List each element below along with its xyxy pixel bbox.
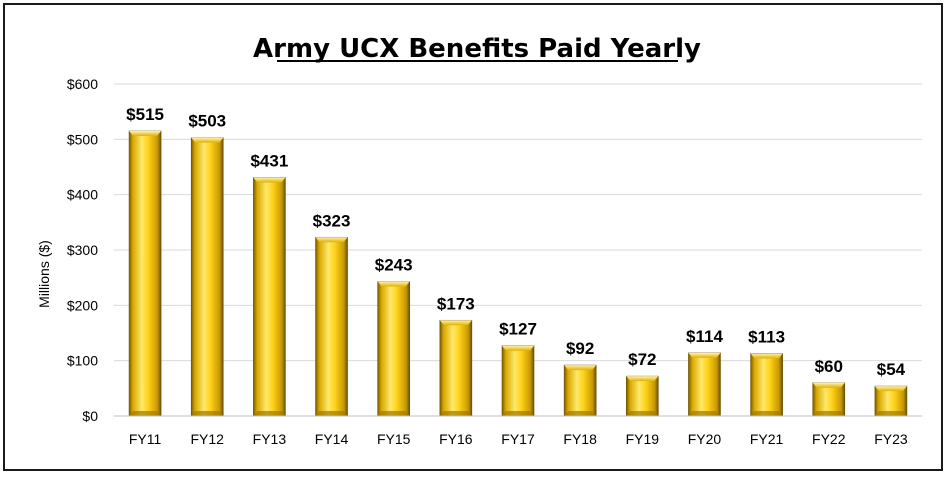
y-tick-label: $0 [82,408,98,424]
data-label: $127 [499,320,537,339]
y-tick-label: $200 [67,297,98,313]
y-tick-label: $400 [67,187,98,203]
y-tick-labels: $0 $100 $200 $300 $400 $500 $600 [67,76,98,424]
bar-fy21 [750,353,783,417]
y-tick-label: $300 [67,242,98,258]
x-tick-label: FY23 [874,431,908,447]
x-tick-label: FY15 [377,431,411,447]
bar-fy11 [128,130,162,417]
x-tick-label: FY22 [812,431,846,447]
x-tick-label: FY17 [501,431,535,447]
data-label: $503 [188,112,226,131]
y-tick-label: $100 [67,353,98,369]
data-label: $323 [313,211,351,230]
data-label: $72 [628,350,656,369]
data-labels: $515 $503 $431 $323 $243 $173 $127 $92 $72 $114 $1… [126,105,905,379]
x-tick-label: FY19 [626,431,660,447]
bar-fy12 [190,137,224,417]
data-label: $431 [250,152,288,171]
bar-fy18 [563,364,597,417]
data-label: $173 [437,294,475,313]
gridlines [114,83,922,362]
data-label: $54 [877,360,906,379]
x-tick-label: FY20 [688,431,722,447]
data-label: $243 [375,256,413,275]
y-axis-label: Millions ($) [36,240,52,308]
x-tick-label: FY13 [253,431,287,447]
bar-fy16 [439,319,473,417]
bar-fy20 [688,352,721,417]
x-tick-labels: FY11 FY12 FY13 FY14 FY15 FY16 FY17 FY18 FY19 FY20… [129,431,908,447]
data-label: $114 [686,327,723,346]
x-tick-label: FY11 [129,431,162,447]
x-tick-label: FY18 [563,431,597,447]
bar-fy15 [377,281,410,417]
data-label: $515 [126,105,164,124]
data-label: $113 [748,327,785,346]
x-tick-label: FY12 [190,431,224,447]
x-tick-label: FY16 [439,431,473,447]
bar-fy22 [812,382,846,417]
chart-title: Army UCX Benefits Paid Yearly [253,34,701,64]
data-label: $60 [815,357,843,376]
bar-fy13 [253,177,286,417]
bars [128,130,908,417]
y-tick-label: $500 [67,131,98,147]
x-tick-label: FY21 [750,431,784,447]
bar-fy19 [626,375,659,417]
bar-fy23 [874,385,908,417]
bar-fy14 [315,236,348,417]
x-tick-label: FY14 [315,431,349,447]
data-label: $92 [566,339,594,358]
y-tick-label: $600 [67,76,98,92]
bar-fy17 [501,345,535,417]
